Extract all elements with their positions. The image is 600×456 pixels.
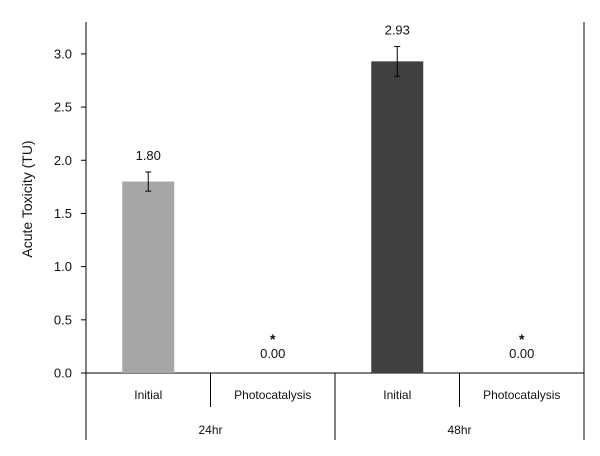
y-tick-label: 0.0 (54, 366, 72, 381)
data-label: 2.93 (385, 22, 410, 37)
category-label: Initial (383, 388, 411, 402)
significance-marker: * (519, 331, 525, 347)
data-label: 1.80 (136, 148, 161, 163)
significance-marker: * (270, 331, 276, 347)
group-label: 48hr (447, 423, 471, 437)
y-tick-label: 1.5 (54, 206, 72, 221)
y-tick-label: 2.0 (54, 153, 72, 168)
y-tick-label: 2.5 (54, 100, 72, 115)
category-label: Photocatalysis (234, 388, 311, 402)
data-label: 0.00 (260, 346, 285, 361)
data-label: 0.00 (509, 346, 534, 361)
category-label: Photocatalysis (483, 388, 560, 402)
y-tick-label: 1.0 (54, 259, 72, 274)
bar (122, 181, 175, 373)
y-axis-title: Acute Toxicity (TU) (19, 140, 35, 257)
bar (371, 61, 424, 373)
y-tick-label: 0.5 (54, 312, 72, 327)
y-tick-label: 3.0 (54, 46, 72, 61)
category-label: Initial (134, 388, 162, 402)
group-label: 24hr (198, 423, 222, 437)
